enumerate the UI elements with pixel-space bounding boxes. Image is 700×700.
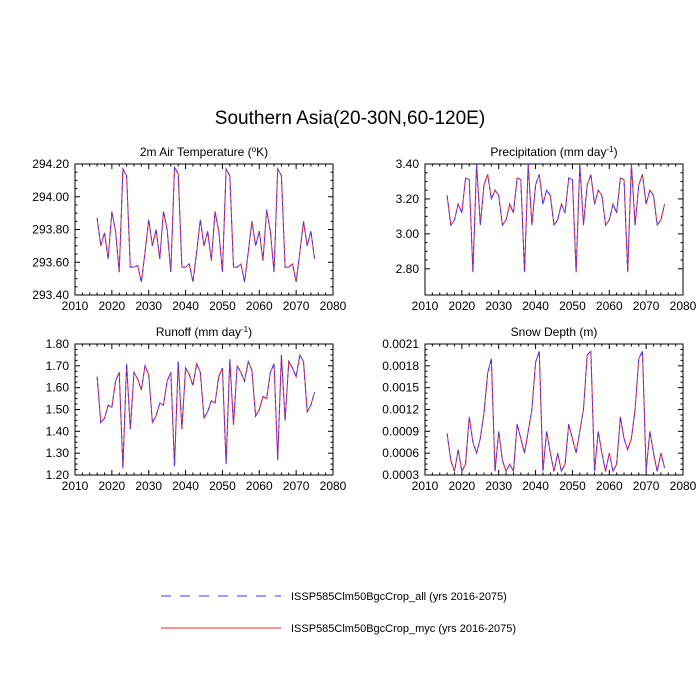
- x-tick-label: 2040: [522, 479, 549, 493]
- y-tick-label: 0.0003: [382, 468, 419, 482]
- y-tick-label: 0.0012: [382, 403, 419, 417]
- y-tick-label: 294.20: [32, 157, 69, 171]
- x-tick-label: 2060: [246, 479, 273, 493]
- y-tick-label: 293.80: [32, 223, 69, 237]
- x-tick-label: 2070: [283, 479, 310, 493]
- x-tick-label: 2010: [62, 479, 89, 493]
- plot-frame: [74, 343, 334, 476]
- y-tick-label: 3.20: [396, 192, 420, 206]
- y-tick-label: 0.0006: [382, 446, 419, 460]
- legend-label-2: ISSP585Clm50BgcCrop_myc (yrs 2016-2075): [291, 623, 516, 635]
- x-tick-label: 2020: [99, 299, 126, 313]
- panel-title-tail: ): [248, 325, 252, 339]
- x-tick-label: 2010: [412, 479, 439, 493]
- x-tick-label: 2050: [209, 479, 236, 493]
- y-tick-label: 0.0015: [382, 381, 419, 395]
- y-tick-label: 0.0021: [382, 337, 419, 351]
- series-all-line: [96, 165, 316, 283]
- x-tick-label: 2020: [99, 479, 126, 493]
- x-tick-label: 2050: [559, 299, 586, 313]
- y-tick-label: 293.60: [32, 255, 69, 269]
- series-myc-line: [446, 350, 666, 474]
- series-myc-line: [446, 163, 666, 273]
- panel-title-tail: K): [256, 145, 268, 159]
- x-tick-label: 2080: [320, 479, 347, 493]
- series-all-line: [96, 353, 316, 469]
- x-tick-label: 2030: [485, 479, 512, 493]
- x-tick-label: 2060: [596, 299, 623, 313]
- figure-title: Southern Asia(20-30N,60-120E): [214, 108, 486, 129]
- x-tick-label: 2070: [633, 479, 660, 493]
- x-tick-label: 2080: [320, 299, 347, 313]
- x-tick-label: 2010: [412, 299, 439, 313]
- legend: ISSP585Clm50BgcCrop_all (yrs 2016-2075) I…: [161, 591, 516, 635]
- panel-title: Runoff (mm day-1): [156, 325, 252, 340]
- x-tick-label: 2040: [172, 299, 199, 313]
- chart-panel-2: Precipitation (mm day-1) 2010 2020 2030 2040…: [396, 145, 697, 314]
- y-tick-label: 1.50: [46, 403, 70, 417]
- chart-panel-3: Runoff (mm day-1) 2010 2020 2030 2040 2050 206…: [46, 325, 347, 494]
- panel-title-sup: o: [252, 145, 257, 154]
- x-tick-label: 2070: [633, 299, 660, 313]
- x-tick-label: 2020: [449, 299, 476, 313]
- y-tick-label: 3.00: [396, 227, 420, 241]
- y-tick-label: 0.0009: [382, 424, 419, 438]
- series-myc-line: [96, 353, 316, 469]
- y-tick-label: 1.40: [46, 424, 70, 438]
- x-tick-label: 2020: [449, 479, 476, 493]
- panel-title-tail: ): [614, 145, 618, 159]
- y-tick-label: 1.80: [46, 337, 70, 351]
- panel-title: 2m Air Temperature (oK): [140, 145, 268, 160]
- x-tick-label: 2080: [670, 479, 697, 493]
- y-tick-label: 2.80: [396, 262, 420, 276]
- x-tick-label: 2050: [209, 299, 236, 313]
- y-tick-label: 294.00: [32, 190, 69, 204]
- x-tick-label: 2080: [670, 299, 697, 313]
- legend-label-1: ISSP585Clm50BgcCrop_all (yrs 2016-2075): [291, 591, 507, 603]
- series-all-line: [446, 163, 666, 273]
- y-tick-label: 3.40: [396, 157, 420, 171]
- series-all-line: [446, 350, 666, 474]
- x-tick-label: 2040: [522, 299, 549, 313]
- panel-title: Snow Depth (m): [511, 325, 598, 339]
- plot-frame: [424, 163, 684, 296]
- y-tick-label: 1.70: [46, 359, 70, 373]
- y-tick-label: 0.0018: [382, 359, 419, 373]
- y-tick-label: 1.30: [46, 446, 70, 460]
- panel-title-sup: -1: [241, 325, 249, 334]
- panel-title-sup: -1: [606, 145, 614, 154]
- y-tick-label: 1.20: [46, 468, 70, 482]
- x-tick-label: 2070: [283, 299, 310, 313]
- y-tick-label: 1.60: [46, 381, 70, 395]
- x-tick-label: 2050: [559, 479, 586, 493]
- x-tick-label: 2060: [246, 299, 273, 313]
- x-tick-label: 2040: [172, 479, 199, 493]
- chart-panel-1: 2m Air Temperature (oK) 2010 2020 2030 2040 2…: [32, 145, 346, 314]
- x-tick-label: 2030: [485, 299, 512, 313]
- panel-title: Precipitation (mm day-1): [490, 145, 617, 160]
- x-tick-label: 2030: [135, 479, 162, 493]
- x-tick-label: 2060: [596, 479, 623, 493]
- y-tick-label: 293.40: [32, 288, 69, 302]
- chart-panel-4: Snow Depth (m) 2010 2020 2030 2040 2050 2060 20…: [382, 325, 696, 493]
- x-tick-label: 2030: [135, 299, 162, 313]
- x-tick-label: 2010: [62, 299, 89, 313]
